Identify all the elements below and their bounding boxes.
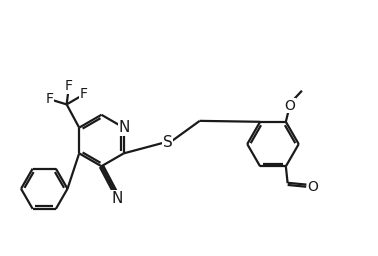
Text: F: F [64,79,73,93]
Text: O: O [284,99,295,113]
Text: O: O [307,180,318,194]
Text: F: F [80,87,88,101]
Text: N: N [111,191,122,206]
Text: S: S [163,135,172,150]
Text: F: F [45,92,54,106]
Text: N: N [119,120,130,135]
